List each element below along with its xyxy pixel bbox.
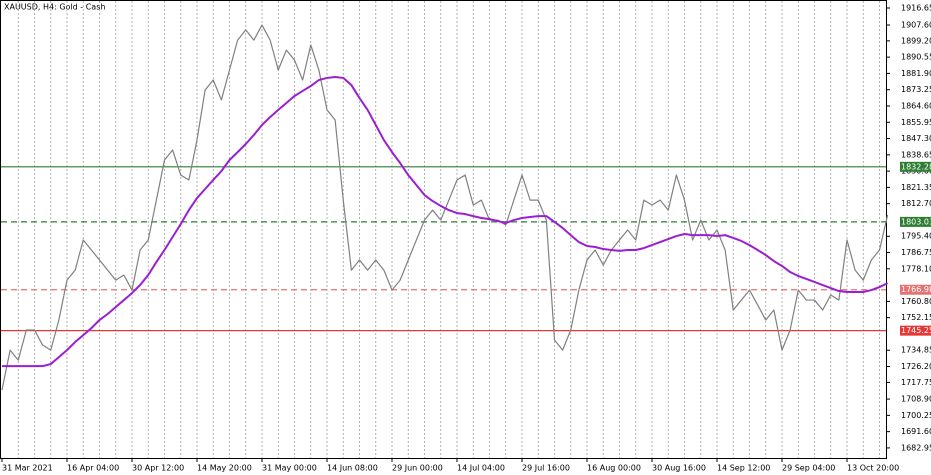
price-line	[2, 75, 889, 368]
y-tick-label: 1691.60	[901, 427, 931, 436]
y-tick-label: 1864.60	[901, 101, 931, 110]
y-tick-label: 1786.75	[901, 248, 931, 257]
y-tick-label: 1726.20	[901, 362, 931, 371]
y-tick-label: 1682.95	[901, 443, 931, 452]
level-label: 1803.03	[901, 217, 931, 226]
x-tick-label: 13 Oct 20:00	[847, 464, 899, 473]
x-tick-label: 14 Sep 12:00	[717, 464, 770, 473]
y-tick-label: 1708.90	[901, 395, 931, 404]
y-tick-label: 1700.25	[901, 411, 931, 420]
y-tick-label: 1838.65	[901, 150, 931, 159]
price-line	[1, 24, 889, 391]
x-tick-label: 31 May 00:00	[262, 464, 317, 473]
level-label-box	[900, 284, 931, 295]
y-tick-label: 1795.40	[901, 232, 931, 241]
y-tick-label: 1734.85	[901, 346, 931, 355]
y-tick-label: 1907.60	[901, 21, 931, 30]
level-label: 1766.98	[901, 285, 931, 294]
y-tick-label: 1873.25	[901, 85, 931, 94]
chart-title: XAUUSD, H4: Gold - Cash	[4, 3, 105, 12]
x-tick-label: 16 Apr 04:00	[67, 464, 119, 473]
y-tick-label: 1812.70	[901, 199, 931, 208]
level-label: 1832.28	[901, 162, 931, 171]
y-tick-label: 1890.55	[901, 53, 931, 62]
y-tick-label: 1778.10	[901, 264, 931, 273]
y-tick-label: 1847.30	[901, 134, 931, 143]
level-label: 1745.25	[901, 326, 931, 335]
y-tick-label: 1916.65	[901, 4, 931, 13]
x-tick-label: 29 Sep 04:00	[782, 464, 835, 473]
x-tick-label: 14 May 20:00	[197, 464, 252, 473]
y-tick-label: 1899.20	[901, 36, 931, 45]
y-tick-label: 1855.95	[901, 118, 931, 127]
y-tick-label: 1717.75	[901, 378, 931, 387]
level-label-box	[900, 161, 931, 172]
y-tick-label: 1752.15	[901, 313, 931, 322]
x-tick-label: 29 Jul 16:00	[522, 464, 570, 473]
x-tick-label: 14 Jul 04:00	[457, 464, 505, 473]
x-tick-label: 30 Aug 16:00	[652, 464, 706, 473]
x-tick-label: 14 Jun 08:00	[327, 464, 378, 473]
y-tick-label: 1881.90	[901, 69, 931, 78]
x-tick-label: 31 Mar 2021	[2, 464, 53, 473]
x-tick-label: 16 Aug 00:00	[587, 464, 641, 473]
y-tick-label: 1821.35	[901, 183, 931, 192]
level-label-box	[900, 325, 931, 336]
x-tick-label: 29 Jun 00:00	[392, 464, 443, 473]
level-label-box	[900, 216, 931, 227]
x-tick-label: 30 Apr 12:00	[132, 464, 184, 473]
y-tick-label: 1760.80	[901, 297, 931, 306]
plot-frame	[0, 0, 887, 459]
